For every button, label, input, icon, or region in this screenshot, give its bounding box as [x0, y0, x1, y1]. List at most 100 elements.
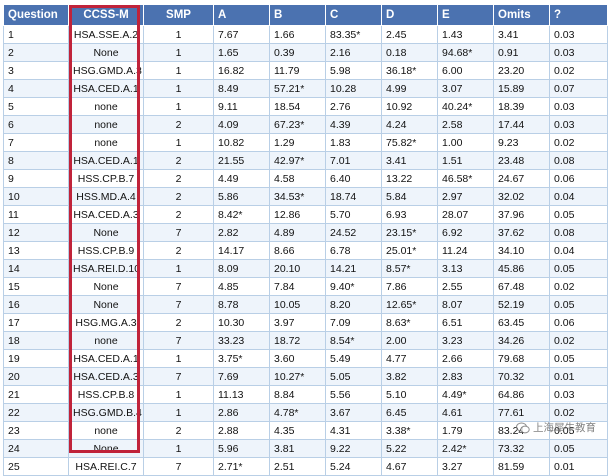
table-cell: 40.24* [437, 97, 494, 116]
table-cell: HSG.MG.A.3 [68, 313, 144, 332]
table-cell: 9.22 [325, 439, 382, 458]
table-cell: 2 [143, 241, 214, 260]
table-cell: HSA.REI.C.7 [68, 457, 144, 476]
table-cell: 57.21* [269, 79, 326, 98]
table-cell: 8.84 [269, 385, 326, 404]
table-cell: 0.02 [549, 61, 608, 80]
column-header: C [325, 4, 382, 26]
table-cell: 3.60 [269, 349, 326, 368]
header-row: Question CCSS-M SMP A B C D E Omits? [3, 4, 608, 26]
table-row: 7 none 1 10.82 1.29 1.83 75.82* 1.00 9.23 0.02 [3, 133, 608, 152]
table-cell: 1 [143, 385, 214, 404]
wechat-icon [516, 422, 530, 433]
table-cell: 1.79 [437, 421, 494, 440]
table-cell: 2 [143, 115, 214, 134]
table-cell: 36.18* [381, 61, 438, 80]
table-cell: 4.39 [325, 115, 382, 134]
table-cell: 10.30 [213, 313, 270, 332]
table-cell: 0.05 [549, 439, 608, 458]
table-cell: 5.05 [325, 367, 382, 386]
table-cell: HSG.GMD.A.3 [68, 61, 144, 80]
table-cell: 3.82 [381, 367, 438, 386]
table-cell: 6.92 [437, 223, 494, 242]
table-cell: 18.39 [493, 97, 550, 116]
table-cell: 24.52 [325, 223, 382, 242]
table-cell: 2.66 [437, 349, 494, 368]
table-cell: 1 [143, 25, 214, 44]
table-cell: 7.86 [381, 277, 438, 296]
table-cell: 3.67 [325, 403, 382, 422]
table-cell: 5.24 [325, 457, 382, 476]
table-cell: 5.84 [381, 187, 438, 206]
column-header: Question [3, 4, 69, 26]
column-header: E [437, 4, 494, 26]
results-table: Question CCSS-M SMP A B C D E Omits? 1 HSA.SSE.A.… [3, 4, 608, 476]
table-cell: 12.86 [269, 205, 326, 224]
table-cell: 73.32 [493, 439, 550, 458]
table-cell: HSG.GMD.B.4 [68, 403, 144, 422]
table-cell: 0.08 [549, 151, 608, 170]
table-cell: HSS.CP.B.8 [68, 385, 144, 404]
table-cell: 0.05 [549, 259, 608, 278]
table-cell: 94.68* [437, 43, 494, 62]
table-cell: 2 [143, 169, 214, 188]
table-cell: 0.05 [549, 421, 608, 440]
table-cell: 70.32 [493, 367, 550, 386]
table-cell: 81.59 [493, 457, 550, 476]
table-cell: 8.42* [213, 205, 270, 224]
table-cell: 10.28 [325, 79, 382, 98]
table-cell: 3.75* [213, 349, 270, 368]
table-cell: 0.05 [549, 349, 608, 368]
table-row: 10 HSS.MD.A.4 2 5.86 34.53* 18.74 5.84 2.97 32.0… [3, 187, 608, 206]
table-cell: 34.53* [269, 187, 326, 206]
table-cell: 7 [3, 133, 69, 152]
table-cell: 22 [3, 403, 69, 422]
table-cell: 1 [143, 133, 214, 152]
table-cell: 2 [3, 43, 69, 62]
table-cell: 2.97 [437, 187, 494, 206]
table-cell: HSA.REI.D.10 [68, 259, 144, 278]
table-cell: 0.39 [269, 43, 326, 62]
table-cell: 18.74 [325, 187, 382, 206]
table-cell: 4.35 [269, 421, 326, 440]
table-cell: 7 [143, 295, 214, 314]
column-header: CCSS-M [68, 4, 144, 26]
table-cell: HSS.MD.A.4 [68, 187, 144, 206]
table-cell: 5.98 [325, 61, 382, 80]
table-cell: 75.82* [381, 133, 438, 152]
table-cell: 8.49 [213, 79, 270, 98]
table-cell: 2.00 [381, 331, 438, 350]
table-cell: 0.02 [549, 277, 608, 296]
table-cell: 5.56 [325, 385, 382, 404]
table-cell: 11.13 [213, 385, 270, 404]
table-cell: 77.61 [493, 403, 550, 422]
table-row: 18 none 7 33.23 18.72 8.54* 2.00 3.23 34.26 0.02 [3, 331, 608, 350]
table-cell: 2.86 [213, 403, 270, 422]
table-cell: 2.82 [213, 223, 270, 242]
table-cell: 7.67 [213, 25, 270, 44]
table-cell: HSA.CED.A.1 [68, 79, 144, 98]
table-cell: 0.02 [549, 403, 608, 422]
table-cell: 21 [3, 385, 69, 404]
table-cell: 3.23 [437, 331, 494, 350]
table-cell: 4.58 [269, 169, 326, 188]
table-cell: 3.41 [493, 25, 550, 44]
table-cell: 19 [3, 349, 69, 368]
table-cell: 3.38* [381, 421, 438, 440]
table-cell: 24.67 [493, 169, 550, 188]
table-cell: 3.27 [437, 457, 494, 476]
table-row: 5 none 1 9.11 18.54 2.76 10.92 40.24* 18.39 0.03 [3, 97, 608, 116]
table-cell: 37.62 [493, 223, 550, 242]
table-cell: 0.05 [549, 205, 608, 224]
table-cell: 37.96 [493, 205, 550, 224]
table-cell: 2 [143, 151, 214, 170]
table-cell: 9.23 [493, 133, 550, 152]
table-cell: 25 [3, 457, 69, 476]
table-cell: 79.68 [493, 349, 550, 368]
table-cell: 3.81 [269, 439, 326, 458]
table-cell: 1.66 [269, 25, 326, 44]
table-cell: 4.99 [381, 79, 438, 98]
table-cell: 7 [143, 457, 214, 476]
table-cell: None [68, 439, 144, 458]
table-cell: 8 [3, 151, 69, 170]
